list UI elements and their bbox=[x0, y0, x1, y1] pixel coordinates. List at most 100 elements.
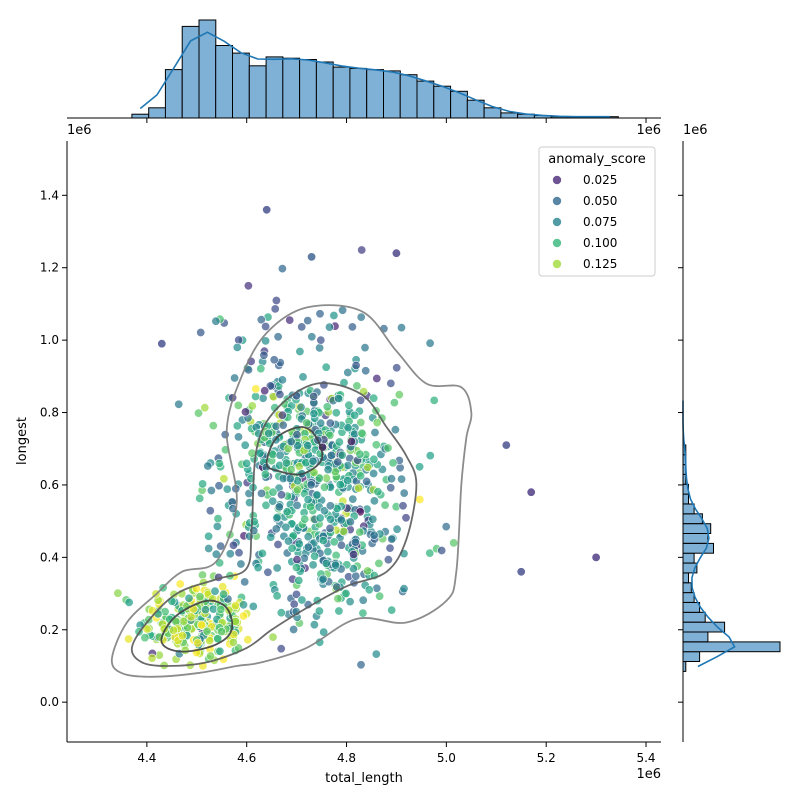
scatter-point bbox=[276, 490, 286, 500]
scatter-point bbox=[331, 560, 341, 570]
scatter-point bbox=[276, 608, 286, 618]
scatter-point bbox=[394, 390, 404, 400]
scatter-point bbox=[202, 626, 212, 636]
scatter-point bbox=[334, 437, 344, 447]
scatter-point bbox=[140, 633, 150, 643]
scatter-point bbox=[179, 616, 189, 626]
scatter-point bbox=[204, 543, 214, 553]
scatter-point bbox=[169, 625, 179, 635]
scatter-point bbox=[256, 488, 266, 498]
scatter-point bbox=[234, 432, 244, 442]
scatter-point bbox=[260, 386, 270, 396]
x-axis-label: total_length bbox=[325, 771, 403, 786]
top-hist-bar bbox=[248, 65, 267, 119]
scatter-point bbox=[343, 423, 353, 433]
scatter-point bbox=[591, 552, 601, 562]
scatter-point bbox=[261, 321, 271, 331]
scatter-point bbox=[369, 393, 379, 403]
scatter-point bbox=[375, 591, 385, 601]
scatter-point bbox=[351, 571, 361, 581]
scatter-point bbox=[268, 496, 278, 506]
scatter-point bbox=[363, 462, 373, 472]
scatter-point bbox=[233, 400, 243, 410]
scatter-point bbox=[392, 363, 402, 373]
scatter-point bbox=[319, 482, 329, 492]
scatter-point bbox=[383, 443, 393, 453]
scatter-point bbox=[352, 381, 362, 391]
top-hist-bar bbox=[215, 45, 233, 119]
scatter-point bbox=[372, 418, 382, 428]
scatter-point bbox=[355, 527, 365, 537]
scatter-point bbox=[294, 539, 304, 549]
scatter-point bbox=[345, 517, 355, 527]
scatter-point bbox=[256, 364, 266, 374]
scatter-point bbox=[217, 627, 227, 637]
legend-label: 0.025 bbox=[583, 173, 617, 187]
right-hist-bar bbox=[682, 641, 781, 653]
scatter-point bbox=[397, 474, 407, 484]
scatter-point bbox=[360, 343, 370, 353]
scatter-point bbox=[248, 601, 258, 611]
scatter-point bbox=[318, 574, 328, 584]
scatter-point bbox=[415, 462, 425, 472]
scatter-point bbox=[307, 252, 317, 262]
scatter-point bbox=[286, 465, 296, 475]
scatter-point bbox=[415, 494, 425, 504]
scatter-point bbox=[437, 545, 447, 555]
scatter-point bbox=[175, 579, 185, 589]
scatter-point bbox=[325, 523, 335, 533]
scatter-point bbox=[310, 551, 320, 561]
scatter-point bbox=[318, 535, 328, 545]
scatter-point bbox=[356, 471, 366, 481]
scatter-point bbox=[289, 624, 299, 634]
scatter-point bbox=[401, 513, 411, 523]
scatter-point bbox=[356, 395, 366, 405]
scatter-point bbox=[371, 649, 381, 659]
scatter-point bbox=[383, 555, 393, 565]
top-hist-bar bbox=[500, 112, 519, 119]
scatter-point bbox=[323, 465, 333, 475]
scatter-point bbox=[321, 362, 331, 372]
main-axes: 4.4 4.6 4.8 5.0 5.2 5.4 0.0 0.2 0.4 0.6 0.8 1.0 1.2 1… bbox=[40, 141, 661, 765]
scatter-point bbox=[336, 515, 346, 525]
scatter-point bbox=[386, 378, 396, 388]
scatter-point bbox=[174, 399, 184, 409]
scatter-point bbox=[293, 441, 303, 451]
top-hist-bar bbox=[232, 52, 250, 119]
scatter-point bbox=[389, 398, 399, 408]
scatter-point bbox=[180, 645, 190, 655]
scatter-point bbox=[355, 507, 365, 517]
scatter-point bbox=[287, 543, 297, 553]
scatter-point bbox=[251, 391, 261, 401]
scatter-point bbox=[232, 342, 242, 352]
scatter-point bbox=[343, 367, 353, 377]
scatter-point bbox=[292, 555, 302, 565]
scatter-point bbox=[368, 514, 378, 524]
scatter-point bbox=[251, 384, 261, 394]
scatter-point bbox=[387, 534, 397, 544]
scatter-point bbox=[302, 418, 312, 428]
scatter-point bbox=[276, 644, 286, 654]
scatter-point bbox=[331, 408, 341, 418]
scatter-point bbox=[261, 500, 271, 510]
scatter-point bbox=[347, 322, 357, 332]
scatter-point bbox=[234, 548, 244, 558]
scatter-point bbox=[203, 461, 213, 471]
scatter-point bbox=[303, 532, 313, 542]
scatter-point bbox=[272, 563, 282, 573]
scatter-point bbox=[387, 605, 397, 615]
scatter-point bbox=[372, 583, 382, 593]
scatter-point bbox=[386, 474, 396, 484]
scatter-point bbox=[351, 360, 361, 370]
scatter-point bbox=[271, 524, 281, 534]
scatter-point bbox=[208, 421, 218, 431]
scatter-point bbox=[232, 421, 242, 431]
scatter-point bbox=[295, 346, 305, 356]
scatter-point bbox=[333, 594, 343, 604]
scatter-point bbox=[229, 540, 239, 550]
scatter-point bbox=[196, 327, 206, 337]
scatter-point bbox=[157, 339, 167, 349]
scatter-point bbox=[356, 417, 366, 427]
scatter-point bbox=[291, 562, 301, 572]
